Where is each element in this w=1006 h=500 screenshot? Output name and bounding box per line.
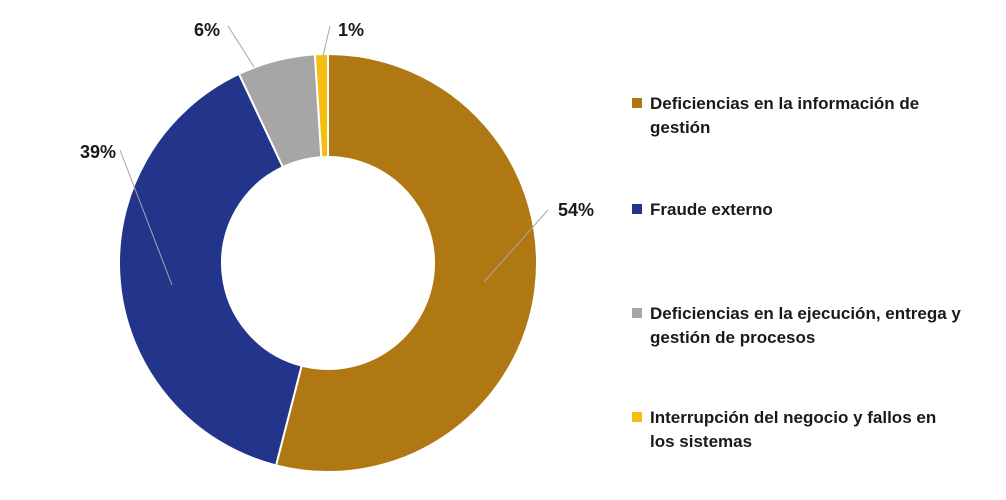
data-label: 6% <box>194 20 220 40</box>
legend-item-info-gestion: Deficiencias en la información de gestió… <box>632 92 962 140</box>
data-label: 1% <box>338 20 364 40</box>
legend-label: Fraude externo <box>650 200 773 219</box>
legend-swatch <box>632 204 642 214</box>
donut-slice <box>274 52 538 473</box>
leader-line <box>322 25 331 57</box>
donut-slice <box>118 72 303 467</box>
leader-line <box>119 149 173 286</box>
donut-svg: 54% 39% 6% 1% <box>80 20 594 473</box>
data-label: 54% <box>558 200 594 220</box>
leader-line <box>483 209 549 283</box>
legend-item-ejecucion-procesos: Deficiencias en la ejecución, entrega y … <box>632 302 962 350</box>
legend-label: Deficiencias en la ejecución, entrega y … <box>650 304 961 347</box>
donut-slice <box>313 52 329 159</box>
legend-swatch <box>632 308 642 318</box>
donut-chart: 54% 39% 6% 1% <box>80 20 594 473</box>
chart-legend: Deficiencias en la información de gestió… <box>632 0 992 500</box>
leader-line <box>227 25 255 68</box>
legend-swatch <box>632 412 642 422</box>
legend-item-fraude-externo: Fraude externo <box>632 198 962 222</box>
data-label: 39% <box>80 142 116 162</box>
legend-label: Deficiencias en la información de gestió… <box>650 94 920 137</box>
legend-label: Interrupción del negocio y fallos en los… <box>650 408 937 451</box>
legend-swatch <box>632 98 642 108</box>
legend-item-interrupcion-negocio: Interrupción del negocio y fallos en los… <box>632 406 962 454</box>
